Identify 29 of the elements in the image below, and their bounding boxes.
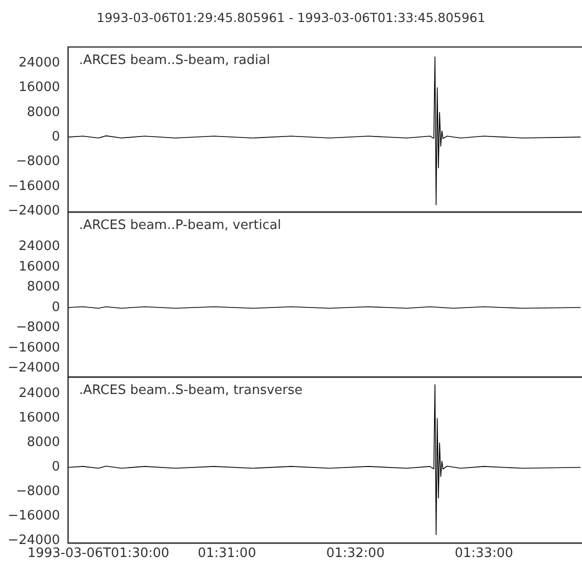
y-tick-label: 24000 xyxy=(18,55,60,70)
y-tick-label: 16000 xyxy=(18,410,60,426)
y-tick-label: −16000 xyxy=(8,178,60,194)
y-tick-label: −24000 xyxy=(8,360,60,376)
y-tick-label: 24000 xyxy=(18,386,60,402)
annotation: .ARCES beam..S-beam, radial xyxy=(79,52,270,68)
annotation: .ARCES beam..S-beam, transverse xyxy=(79,382,303,398)
y-tick-label: 16000 xyxy=(18,259,60,274)
annotation: .ARCES beam..P-beam, vertical xyxy=(79,218,282,233)
y-tick-label: 24000 xyxy=(18,239,60,254)
y-tick-label: −24000 xyxy=(8,533,60,548)
y-tick-label: −8000 xyxy=(16,154,60,170)
x-tick-label: 01:33:00 xyxy=(454,546,514,562)
y-tick-label: 0 xyxy=(52,460,60,475)
y-tick-label: −8000 xyxy=(16,320,60,336)
y-tick-label: 8000 xyxy=(26,280,60,295)
y-tick-label: −24000 xyxy=(8,203,60,218)
y-tick-label: 0 xyxy=(52,300,60,315)
y-tick-label: 16000 xyxy=(18,80,60,96)
y-tick-label: −8000 xyxy=(16,484,60,500)
x-tick-label: 1993-03-06T01:30:00 xyxy=(27,546,170,562)
y-tick-label: 8000 xyxy=(26,104,60,120)
y-tick-label: −16000 xyxy=(8,340,60,356)
y-tick-label: 0 xyxy=(52,129,60,144)
x-tick-label: 01:31:00 xyxy=(198,546,256,562)
chart-title: 1993-03-06T01:29:45.805961 - 1993-03-06T01:33:45.805961 xyxy=(96,9,486,27)
y-tick-label: 8000 xyxy=(26,435,60,450)
x-tick-label: 01:32:00 xyxy=(326,546,385,562)
y-tick-label: −16000 xyxy=(8,508,60,524)
